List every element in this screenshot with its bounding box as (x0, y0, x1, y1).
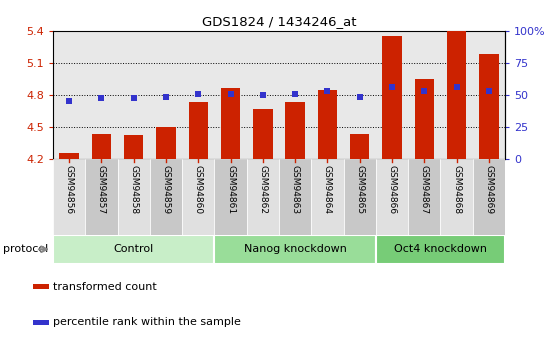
Title: GDS1824 / 1434246_at: GDS1824 / 1434246_at (202, 16, 356, 29)
Bar (253, 109, 272, 159)
Bar (344, 31, 376, 159)
Bar (182, 31, 214, 159)
FancyBboxPatch shape (440, 159, 473, 235)
Text: GSM94857: GSM94857 (97, 165, 106, 214)
Bar (473, 31, 505, 159)
FancyBboxPatch shape (408, 159, 440, 235)
Text: percentile rank within the sample: percentile rank within the sample (52, 317, 240, 327)
Bar (221, 89, 240, 159)
Text: Nanog knockdown: Nanog knockdown (244, 244, 347, 254)
Bar (415, 79, 434, 159)
FancyBboxPatch shape (279, 159, 311, 235)
Point (420, 88, 429, 93)
Point (194, 91, 203, 97)
Bar (118, 31, 150, 159)
Point (129, 95, 138, 101)
FancyBboxPatch shape (473, 159, 505, 235)
Bar (286, 102, 305, 159)
FancyBboxPatch shape (311, 159, 344, 235)
Bar (318, 90, 337, 159)
Point (162, 94, 171, 100)
FancyBboxPatch shape (376, 159, 408, 235)
Bar (189, 102, 208, 159)
FancyBboxPatch shape (344, 159, 376, 235)
Bar (247, 31, 279, 159)
Text: GSM94868: GSM94868 (452, 165, 461, 214)
Point (258, 92, 267, 98)
FancyBboxPatch shape (247, 159, 279, 235)
Text: GSM94861: GSM94861 (226, 165, 235, 214)
Bar (447, 31, 466, 159)
Text: GSM94859: GSM94859 (161, 165, 171, 214)
Bar (33, 284, 50, 289)
Text: Oct4 knockdown: Oct4 knockdown (394, 244, 487, 254)
FancyBboxPatch shape (376, 235, 505, 264)
Text: GSM94867: GSM94867 (420, 165, 429, 214)
FancyBboxPatch shape (214, 159, 247, 235)
Bar (376, 31, 408, 159)
Text: GSM94860: GSM94860 (194, 165, 203, 214)
FancyBboxPatch shape (214, 235, 376, 264)
Text: Control: Control (114, 244, 154, 254)
Point (484, 88, 493, 93)
Text: GSM94858: GSM94858 (129, 165, 138, 214)
Point (226, 91, 235, 97)
FancyBboxPatch shape (150, 159, 182, 235)
Bar (311, 31, 344, 159)
Text: transformed count: transformed count (52, 282, 156, 292)
Point (323, 88, 332, 93)
Text: GSM94863: GSM94863 (291, 165, 300, 214)
FancyBboxPatch shape (85, 159, 118, 235)
Text: GSM94864: GSM94864 (323, 165, 332, 214)
Text: protocol: protocol (3, 244, 48, 254)
Point (355, 94, 364, 100)
FancyBboxPatch shape (53, 235, 214, 264)
Bar (440, 31, 473, 159)
FancyBboxPatch shape (182, 159, 214, 235)
Text: GSM94869: GSM94869 (484, 165, 493, 214)
Point (452, 85, 461, 90)
FancyBboxPatch shape (53, 159, 85, 235)
Bar (33, 320, 50, 325)
Bar (214, 31, 247, 159)
Point (291, 91, 300, 97)
Bar (85, 31, 118, 159)
Text: GSM94856: GSM94856 (65, 165, 74, 214)
Bar (150, 31, 182, 159)
Text: GSM94866: GSM94866 (387, 165, 397, 214)
Bar (53, 31, 85, 159)
Bar (92, 134, 111, 159)
Text: GSM94862: GSM94862 (258, 165, 267, 214)
Point (65, 99, 74, 104)
Point (97, 95, 106, 101)
Bar (124, 135, 143, 159)
Bar (382, 36, 402, 159)
Text: GSM94865: GSM94865 (355, 165, 364, 214)
Bar (408, 31, 440, 159)
Bar (279, 31, 311, 159)
FancyBboxPatch shape (118, 159, 150, 235)
Bar (156, 127, 176, 159)
Bar (479, 55, 498, 159)
Bar (60, 154, 79, 159)
Bar (350, 134, 369, 159)
Point (387, 85, 396, 90)
